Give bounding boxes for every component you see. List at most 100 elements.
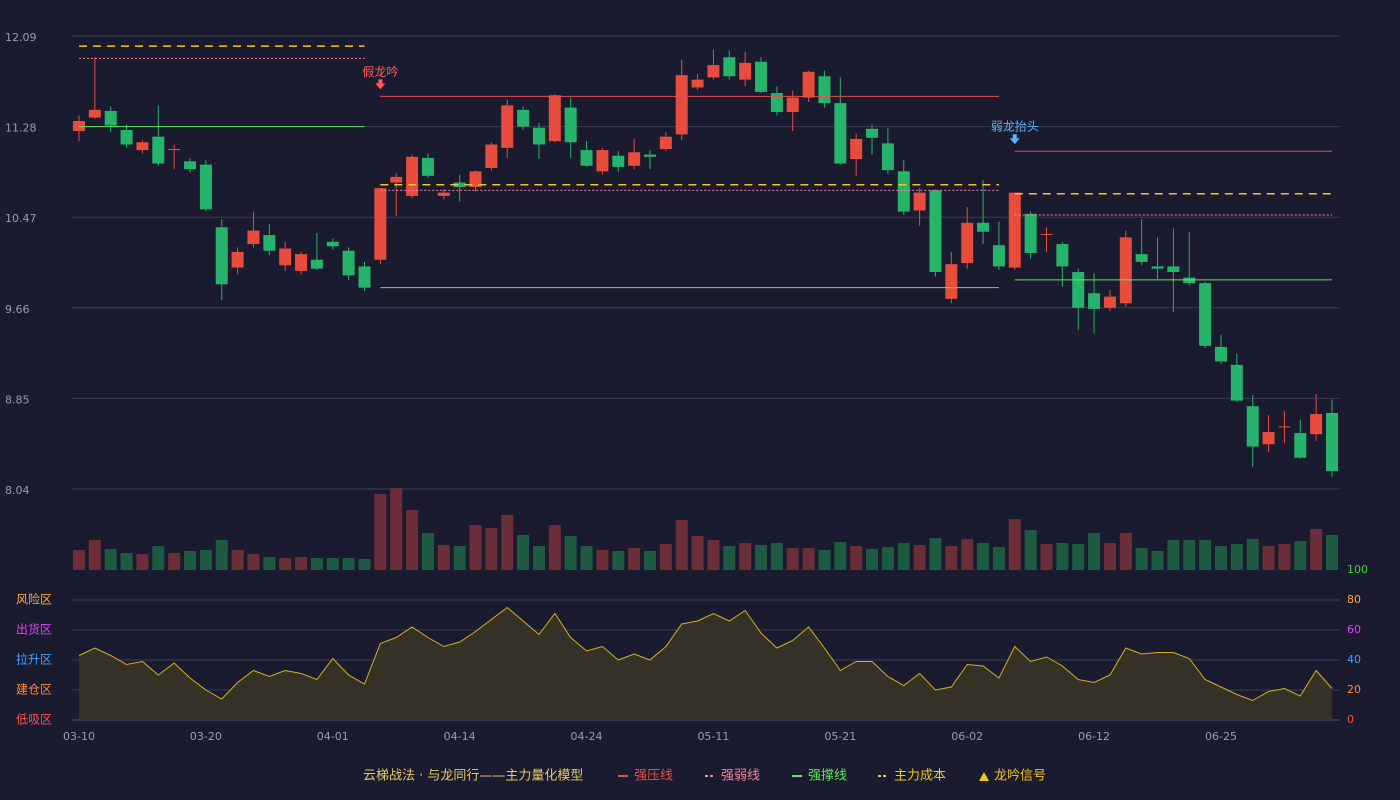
volume-bar	[707, 540, 720, 570]
volume-bar	[770, 543, 783, 570]
candle-body	[691, 79, 704, 88]
volume-bar	[263, 557, 276, 570]
volume-bar	[1278, 544, 1291, 570]
candle-body	[136, 142, 149, 151]
candle-body	[1183, 277, 1196, 284]
volume-bar	[834, 542, 847, 570]
x-tick-label: 03-20	[190, 730, 222, 743]
candle-body	[295, 254, 308, 271]
candle-body	[659, 136, 672, 149]
volume-bar	[168, 553, 181, 570]
legend-label: 龙吟信号	[994, 768, 1046, 784]
candle-body	[897, 171, 910, 212]
volume-bar	[215, 540, 228, 570]
volume-bar	[1262, 546, 1275, 570]
y-tick-label: 60	[1347, 623, 1361, 636]
signal-arrow	[1009, 134, 1020, 145]
volume-bar	[453, 546, 466, 570]
zone-label: 建仓区	[16, 683, 52, 697]
candle-body	[279, 248, 292, 266]
volume-bar	[1326, 535, 1338, 570]
candle-body	[802, 71, 815, 98]
candle-body	[786, 97, 799, 113]
candle-body	[184, 161, 197, 170]
y-tick-label: 12.09	[5, 31, 37, 44]
zone-label: 拉升区	[16, 652, 52, 667]
candle-body	[977, 222, 990, 232]
volume-bar	[310, 558, 323, 570]
candle-body	[1024, 213, 1037, 253]
zone-label: 风险区	[16, 592, 52, 607]
volume-bar	[390, 488, 403, 570]
candle-body	[215, 227, 228, 285]
candle-body	[580, 150, 593, 166]
indicator-area	[79, 607, 1332, 720]
legend-label: 主力成本	[894, 769, 946, 784]
volume-bar	[691, 536, 704, 570]
candle-body	[532, 127, 545, 145]
candle-body	[1230, 364, 1243, 401]
x-tick-label: 05-21	[824, 730, 856, 743]
candle-body	[1151, 266, 1164, 269]
y-tick-label: 10.47	[5, 212, 37, 225]
candle-body	[755, 61, 768, 92]
volume-bar	[1040, 544, 1053, 570]
candle-body	[152, 136, 165, 164]
candle-body	[104, 110, 117, 126]
candle-body	[1103, 296, 1116, 308]
candle-body	[517, 109, 530, 127]
x-tick-label: 06-25	[1205, 730, 1237, 743]
candle-body	[770, 93, 783, 113]
candle-body	[818, 76, 831, 104]
volume-bar	[532, 546, 545, 570]
volume-bar	[485, 528, 498, 570]
candle-body	[1135, 254, 1148, 262]
candle-body	[390, 176, 403, 183]
volume-bar	[580, 546, 593, 570]
candle-body	[342, 250, 355, 276]
signal-label: 弱龙抬头	[991, 120, 1039, 134]
y-tick-label: 8.04	[5, 484, 30, 497]
y-tick-label: 0	[1347, 713, 1354, 726]
volume-bar	[326, 558, 339, 570]
y-tick-label: 9.66	[5, 303, 30, 316]
candle-body	[723, 57, 736, 77]
volume-bar	[358, 559, 371, 570]
candle-body	[1326, 412, 1338, 472]
candle-body	[850, 138, 863, 160]
candle-body	[675, 75, 688, 135]
volume-bar	[1103, 543, 1116, 570]
candle-body	[596, 150, 609, 172]
signal-arrow	[375, 79, 386, 90]
candle-body	[120, 129, 133, 145]
volume-bar	[1199, 540, 1212, 570]
volume-bar	[120, 553, 133, 570]
candle-body	[1294, 433, 1307, 458]
candle-body	[1246, 406, 1259, 447]
y-tick-label: 8.85	[5, 393, 30, 406]
candle-body	[945, 264, 958, 299]
x-tick-label: 04-24	[571, 730, 603, 743]
candle-body	[199, 164, 212, 210]
volume-bar	[517, 535, 530, 570]
volume-bar	[564, 536, 577, 570]
candle-body	[1167, 266, 1180, 273]
y-tick-label: 20	[1347, 683, 1361, 696]
candle-body	[1199, 283, 1212, 346]
volume-bar	[152, 546, 165, 570]
candle-body	[913, 192, 926, 211]
candle-body	[992, 245, 1005, 267]
candle-body	[1056, 244, 1069, 267]
signal-label: 假龙吟	[362, 64, 398, 79]
candle-body	[548, 95, 561, 142]
candle-body	[406, 156, 419, 196]
volume-bar	[1024, 530, 1037, 570]
x-tick-label: 06-12	[1078, 730, 1110, 743]
candle-body	[247, 230, 260, 245]
candle-body	[1008, 192, 1021, 268]
volume-bar	[596, 550, 609, 570]
volume-bar	[1119, 533, 1132, 570]
candle-body	[310, 259, 323, 269]
